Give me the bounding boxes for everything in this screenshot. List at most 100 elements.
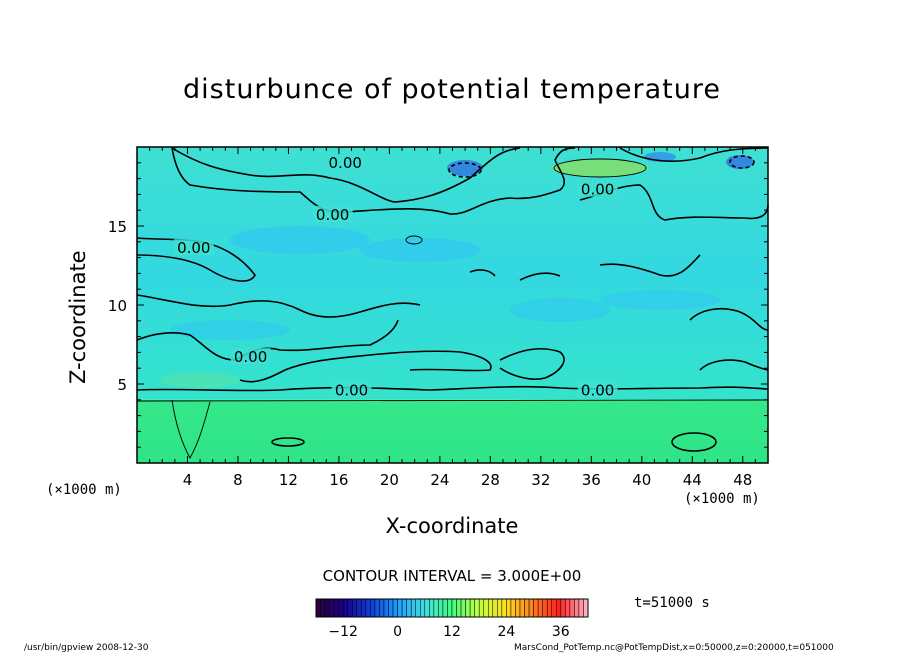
colorbar-segment bbox=[420, 598, 426, 618]
colorbar-segment bbox=[556, 598, 562, 618]
colorbar-segment bbox=[383, 598, 389, 618]
contour-label-bg bbox=[331, 381, 372, 398]
colorbar-segment bbox=[342, 598, 348, 618]
colorbar-tick-label: −12 bbox=[328, 624, 358, 640]
colorbar-segment bbox=[451, 598, 457, 618]
colorbar-segment bbox=[492, 598, 498, 618]
colorbar-segment bbox=[583, 598, 589, 618]
blue-patch bbox=[600, 290, 720, 310]
colorbar-segment bbox=[447, 598, 453, 618]
field-layer bbox=[137, 147, 768, 463]
blue-patch bbox=[510, 298, 610, 322]
contour-line bbox=[579, 184, 769, 221]
contour-label-bg bbox=[577, 180, 618, 197]
contour-line bbox=[448, 162, 482, 178]
field-region bbox=[137, 399, 768, 463]
contour-line bbox=[729, 155, 755, 169]
contour-line bbox=[171, 399, 211, 459]
green-patch bbox=[552, 159, 648, 177]
colorbar-segment bbox=[537, 598, 543, 618]
colorbar-segment bbox=[392, 598, 398, 618]
x-tick-label: 20 bbox=[380, 471, 399, 489]
contour-line bbox=[239, 350, 492, 383]
contour-label: 0.00 bbox=[335, 381, 368, 399]
y-tick-label: 10 bbox=[108, 297, 127, 315]
x-tick-label: 32 bbox=[531, 471, 550, 489]
colorbar: −12 0 12 24 36 bbox=[315, 598, 589, 640]
contour-label-bg bbox=[325, 153, 366, 170]
colorbar-segment bbox=[460, 598, 466, 618]
contour-line bbox=[671, 432, 717, 452]
colorbar-segment bbox=[478, 598, 484, 618]
colorbar-segment bbox=[560, 598, 566, 618]
contour-line bbox=[689, 308, 769, 331]
contour-line bbox=[136, 399, 769, 402]
colorbar-segment bbox=[488, 598, 494, 618]
x-axis-label: X-coordinate bbox=[385, 514, 519, 538]
contour-line bbox=[509, 147, 576, 200]
x-tick-label: 48 bbox=[733, 471, 752, 489]
x-tick-label: 28 bbox=[481, 471, 500, 489]
contour-label: 0.00 bbox=[177, 239, 210, 257]
x-unit-label-left: (×1000 m) bbox=[46, 482, 122, 498]
colorbar-segment bbox=[415, 598, 421, 618]
contour-label-bg bbox=[312, 205, 353, 222]
contour-line bbox=[599, 254, 701, 277]
x-tick-label: 36 bbox=[582, 471, 601, 489]
footer-source: MarsCond_PotTemp.nc@PotTempDist,x=0:5000… bbox=[514, 643, 834, 653]
colorbar-tick-label: 12 bbox=[443, 624, 461, 640]
colorbar-segment bbox=[410, 598, 416, 618]
colorbar-frame bbox=[315, 598, 589, 618]
colorbar-segment bbox=[438, 598, 444, 618]
contour-line bbox=[699, 359, 769, 371]
colorbar-segment bbox=[574, 598, 580, 618]
colorbar-segment bbox=[374, 598, 380, 618]
contour-line bbox=[469, 269, 561, 281]
colorbar-segment bbox=[433, 598, 439, 618]
x-tick-label: 4 bbox=[183, 471, 193, 489]
colorbar-segment bbox=[356, 598, 362, 618]
contour-line bbox=[499, 347, 565, 380]
colorbar-segment bbox=[501, 598, 507, 618]
colorbar-segment bbox=[465, 598, 471, 618]
colorbar-segment bbox=[424, 598, 430, 618]
colorbar-segment bbox=[569, 598, 575, 618]
colorbar-tick-label: 36 bbox=[552, 624, 570, 640]
blue-patch bbox=[360, 238, 480, 262]
x-tick-label: 12 bbox=[279, 471, 298, 489]
contour-line bbox=[619, 147, 769, 162]
colorbar-segment bbox=[333, 598, 339, 618]
colorbar-segment bbox=[578, 598, 584, 618]
colorbar-segment bbox=[397, 598, 403, 618]
colorbar-segment bbox=[338, 598, 344, 618]
contour-interval-label: CONTOUR INTERVAL = 3.000E+00 bbox=[322, 567, 582, 585]
colorbar-segment bbox=[519, 598, 525, 618]
colorbar-segment bbox=[483, 598, 489, 618]
colorbar-segment bbox=[429, 598, 435, 618]
colorbar-segment bbox=[497, 598, 503, 618]
colorbar-segment bbox=[456, 598, 462, 618]
colorbar-segment bbox=[352, 598, 358, 618]
colorbar-segment bbox=[546, 598, 552, 618]
x-tick-label: 8 bbox=[233, 471, 243, 489]
colorbar-segment bbox=[324, 598, 330, 618]
contour-label: 0.00 bbox=[316, 206, 349, 224]
blue-patch bbox=[170, 320, 290, 340]
colorbar-segment bbox=[533, 598, 539, 618]
colorbar-tick-label: 0 bbox=[393, 624, 402, 640]
time-label: t=51000 s bbox=[634, 595, 710, 611]
colorbar-segment bbox=[506, 598, 512, 618]
contour-labels: 0.00 0.00 0.00 0.00 0.00 0.00 0.00 bbox=[173, 153, 618, 399]
contour-label: 0.00 bbox=[581, 181, 614, 199]
contour-line bbox=[553, 158, 647, 178]
contour-label: 0.00 bbox=[581, 381, 614, 399]
x-tick-label: 24 bbox=[430, 471, 449, 489]
colorbar-segment bbox=[388, 598, 394, 618]
colorbar-segment bbox=[528, 598, 534, 618]
blue-patch bbox=[230, 226, 370, 254]
contour-line bbox=[136, 385, 769, 392]
colorbar-tick-label: 24 bbox=[497, 624, 515, 640]
colorbar-segment bbox=[515, 598, 521, 618]
